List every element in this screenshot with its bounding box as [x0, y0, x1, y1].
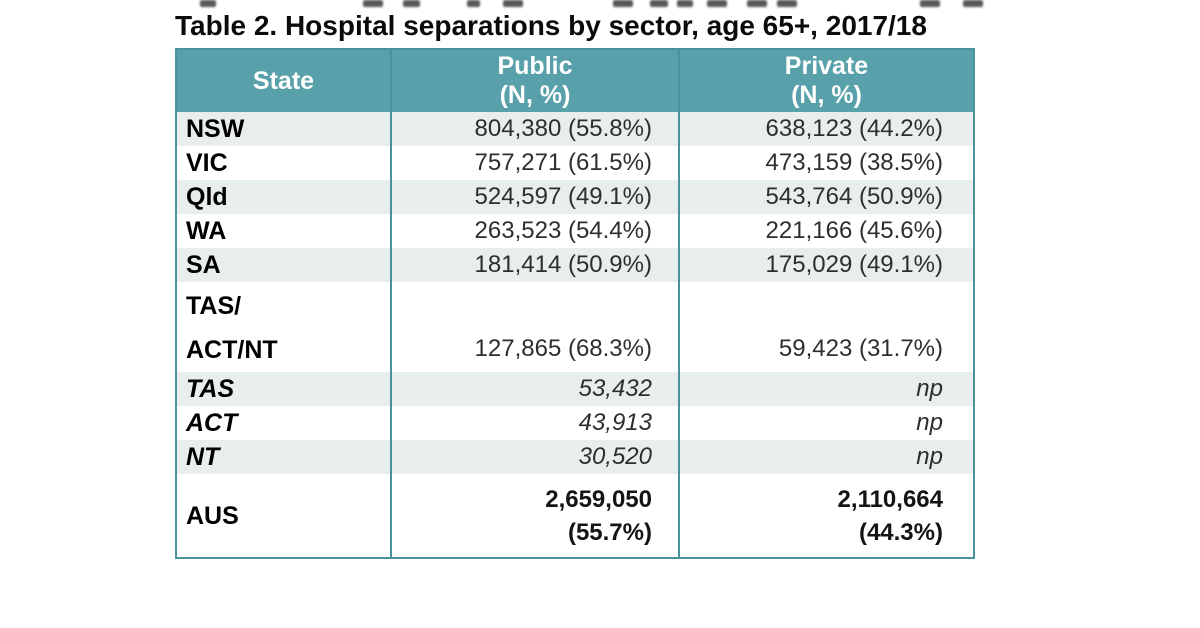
state-cell: TAS/ ACT/NT [176, 282, 391, 372]
private-value-cell: 2,110,664 (44.3%) [678, 474, 974, 558]
cropped-text-remnant [677, 0, 693, 7]
column-header-public-line1: Public [497, 52, 573, 80]
public-value-cell: 53,432 [390, 372, 679, 406]
private-value-line1: 2,110,664 [837, 485, 943, 513]
public-value-cell: 181,414 (50.9%) [390, 248, 679, 282]
table-row-wa: WA 263,523 (54.4%) 221,166 (45.6%) [176, 214, 974, 248]
state-cell: WA [186, 217, 227, 245]
private-value-cell: np [678, 440, 974, 474]
state-cell: SA [186, 251, 221, 279]
cropped-text-remnant [747, 0, 767, 7]
state-cell: NSW [186, 115, 245, 143]
cropped-text-remnant [963, 0, 983, 7]
state-cell: ACT [186, 409, 238, 437]
column-header-public: Public (N, %) [390, 49, 679, 112]
table-row-act: ACT 43,913 np [176, 406, 974, 440]
state-cell-line1: TAS/ [186, 292, 242, 320]
cropped-text-remnant [467, 0, 480, 7]
table-row-vic: VIC 757,271 (61.5%) 473,159 (38.5%) [176, 146, 974, 180]
state-cell: TAS [186, 375, 235, 403]
private-value-cell: np [678, 406, 974, 440]
private-value-cell: 638,123 (44.2%) [678, 112, 974, 146]
public-value-cell: 804,380 (55.8%) [390, 112, 679, 146]
table-row-qld: Qld 524,597 (49.1%) 543,764 (50.9%) [176, 180, 974, 214]
cropped-text-remnant [613, 0, 633, 7]
state-cell: NT [186, 443, 220, 471]
table-row-nt: NT 30,520 np [176, 440, 974, 474]
public-value-cell: 2,659,050 (55.7%) [390, 474, 679, 558]
cropped-text-remnant [363, 0, 383, 7]
column-header-state: State [176, 49, 391, 112]
public-value-cell: 43,913 [390, 406, 679, 440]
state-cell: Qld [186, 183, 228, 211]
cropped-text-remnant [200, 0, 216, 7]
public-value-line1: 2,659,050 [545, 485, 652, 513]
public-value-line2: (55.7%) [567, 518, 652, 546]
public-value-cell: 30,520 [390, 440, 679, 474]
state-cell: AUS [186, 501, 239, 530]
public-value-cell: 263,523 (54.4%) [390, 214, 679, 248]
table-row-sa: SA 181,414 (50.9%) 175,029 (49.1%) [176, 248, 974, 282]
column-header-private-line1: Private [784, 52, 869, 80]
column-header-private-line2: (N, %) [791, 81, 862, 109]
column-header-public-line2: (N, %) [499, 81, 571, 109]
table-row-tas-act-nt-combined: TAS/ ACT/NT 127,865 (68.3%) 59,423 (31.7… [176, 282, 974, 372]
cropped-text-remnant [707, 0, 727, 7]
private-value-line2: (44.3%) [858, 518, 943, 546]
private-value-cell: 175,029 (49.1%) [678, 248, 974, 282]
cropped-text-remnant [920, 0, 940, 7]
private-value-cell: 59,423 (31.7%) [678, 282, 974, 372]
header-row: State Public (N, %) Private (N, %) [176, 49, 974, 112]
private-value-cell: 473,159 (38.5%) [678, 146, 974, 180]
cropped-text-remnant [403, 0, 420, 7]
public-value-cell: 757,271 (61.5%) [390, 146, 679, 180]
table-title: Table 2. Hospital separations by sector,… [175, 10, 927, 41]
table-row-aus-total: AUS 2,659,050 (55.7%) 2,110,664 (44.3%) [176, 474, 974, 558]
state-cell: VIC [186, 149, 228, 177]
public-value-cell: 127,865 (68.3%) [390, 282, 679, 372]
cropped-text-remnant [503, 0, 523, 7]
state-cell-line2: ACT/NT [186, 336, 278, 364]
private-value-cell: np [678, 372, 974, 406]
column-header-private: Private (N, %) [678, 49, 974, 112]
cropped-text-remnant [650, 0, 668, 7]
table-row-tas: TAS 53,432 np [176, 372, 974, 406]
hospital-separations-table: State Public (N, %) Private (N, %) NSW 8… [175, 48, 975, 559]
table-row-nsw: NSW 804,380 (55.8%) 638,123 (44.2%) [176, 112, 974, 146]
private-value-cell: 543,764 (50.9%) [678, 180, 974, 214]
cropped-text-remnant [777, 0, 797, 7]
private-value-cell: 221,166 (45.6%) [678, 214, 974, 248]
public-value-cell: 524,597 (49.1%) [390, 180, 679, 214]
